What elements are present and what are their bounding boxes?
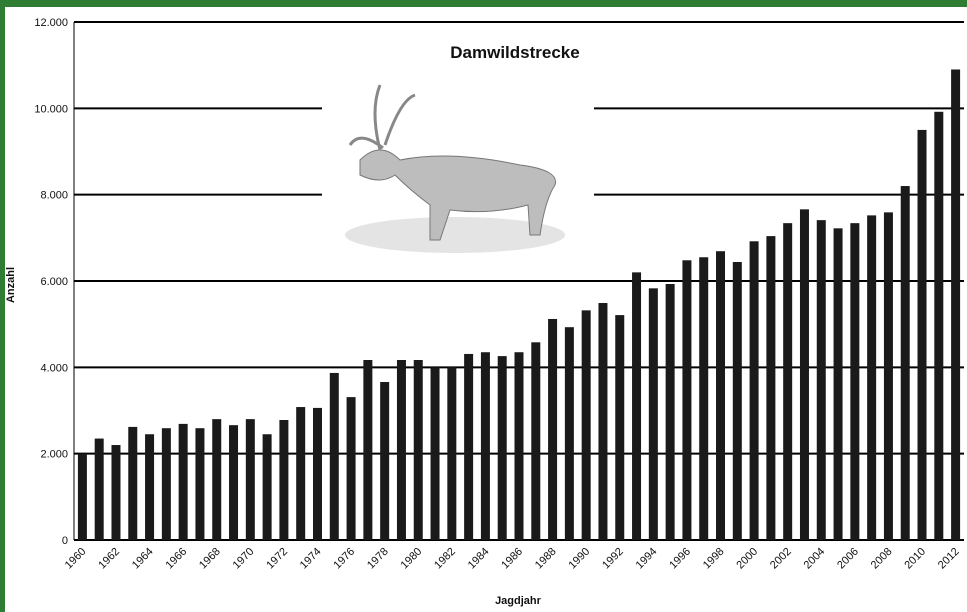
- deer-illustration: [322, 70, 594, 260]
- bar: [363, 359, 373, 540]
- bar: [665, 284, 675, 540]
- bar: [245, 419, 255, 540]
- y-tick-label: 4.000: [40, 362, 68, 374]
- bar: [883, 212, 893, 541]
- bar: [145, 434, 155, 540]
- bar: [783, 223, 793, 540]
- y-tick-label: 0: [62, 535, 68, 547]
- bar: [497, 356, 507, 540]
- bar: [396, 359, 406, 540]
- bar: [799, 209, 809, 541]
- bar: [766, 236, 776, 540]
- bar: [229, 425, 239, 540]
- bar: [464, 353, 474, 540]
- y-tick-label: 8.000: [40, 190, 68, 202]
- y-tick-label: 6.000: [40, 276, 68, 288]
- y-tick-label: 12.000: [34, 17, 68, 29]
- bar: [514, 352, 524, 540]
- bar: [380, 382, 390, 540]
- bar: [833, 228, 843, 540]
- bar: [850, 223, 860, 540]
- bar: [548, 318, 558, 540]
- x-axis-label: Jagdjahr: [495, 595, 542, 607]
- bar: [128, 426, 138, 540]
- bar: [581, 310, 591, 540]
- bar: [900, 186, 910, 541]
- y-tick-label: 10.000: [34, 103, 68, 115]
- bar: [598, 303, 608, 540]
- bar: [615, 315, 625, 540]
- bar: [447, 367, 457, 540]
- bar: [648, 288, 658, 540]
- bar: [279, 419, 289, 540]
- bar: [111, 445, 121, 540]
- y-tick-label: 2.000: [40, 449, 68, 461]
- bar: [480, 352, 490, 540]
- bar: [212, 419, 222, 540]
- bar: [564, 327, 574, 540]
- bar: [917, 129, 927, 540]
- bar: [699, 257, 709, 540]
- bar: [632, 272, 642, 540]
- bar: [951, 69, 961, 540]
- bar: [262, 434, 272, 540]
- bar: [732, 262, 742, 540]
- bar: [312, 407, 322, 540]
- bar: [867, 215, 877, 541]
- bar: [77, 453, 87, 540]
- bar: [346, 397, 356, 540]
- chart-title: Damwildstrecke: [450, 43, 579, 62]
- bar: [816, 220, 826, 540]
- bar: [716, 251, 726, 540]
- bar: [531, 342, 541, 540]
- bar: [178, 423, 188, 540]
- bar: [413, 359, 423, 540]
- bar: [296, 407, 306, 540]
- bar: [682, 260, 692, 540]
- bar: [934, 111, 944, 540]
- y-axis-label: Anzahl: [5, 267, 17, 303]
- bar: [195, 428, 205, 540]
- bar: [161, 428, 171, 540]
- bar: [430, 367, 440, 540]
- bar: [94, 438, 104, 540]
- bar: [749, 241, 759, 540]
- bar: [329, 372, 339, 540]
